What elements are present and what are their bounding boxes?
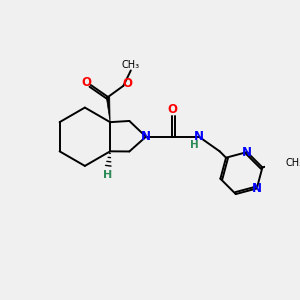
Text: N: N bbox=[141, 130, 151, 143]
Text: O: O bbox=[122, 77, 132, 90]
Text: N: N bbox=[252, 182, 262, 195]
Text: CH₃: CH₃ bbox=[122, 60, 140, 70]
Polygon shape bbox=[106, 97, 110, 122]
Text: N: N bbox=[194, 130, 204, 143]
Text: H: H bbox=[190, 140, 199, 150]
Text: O: O bbox=[167, 103, 178, 116]
Text: H: H bbox=[103, 170, 112, 180]
Text: O: O bbox=[82, 76, 92, 89]
Text: CH₃: CH₃ bbox=[285, 158, 300, 168]
Text: N: N bbox=[242, 146, 252, 159]
